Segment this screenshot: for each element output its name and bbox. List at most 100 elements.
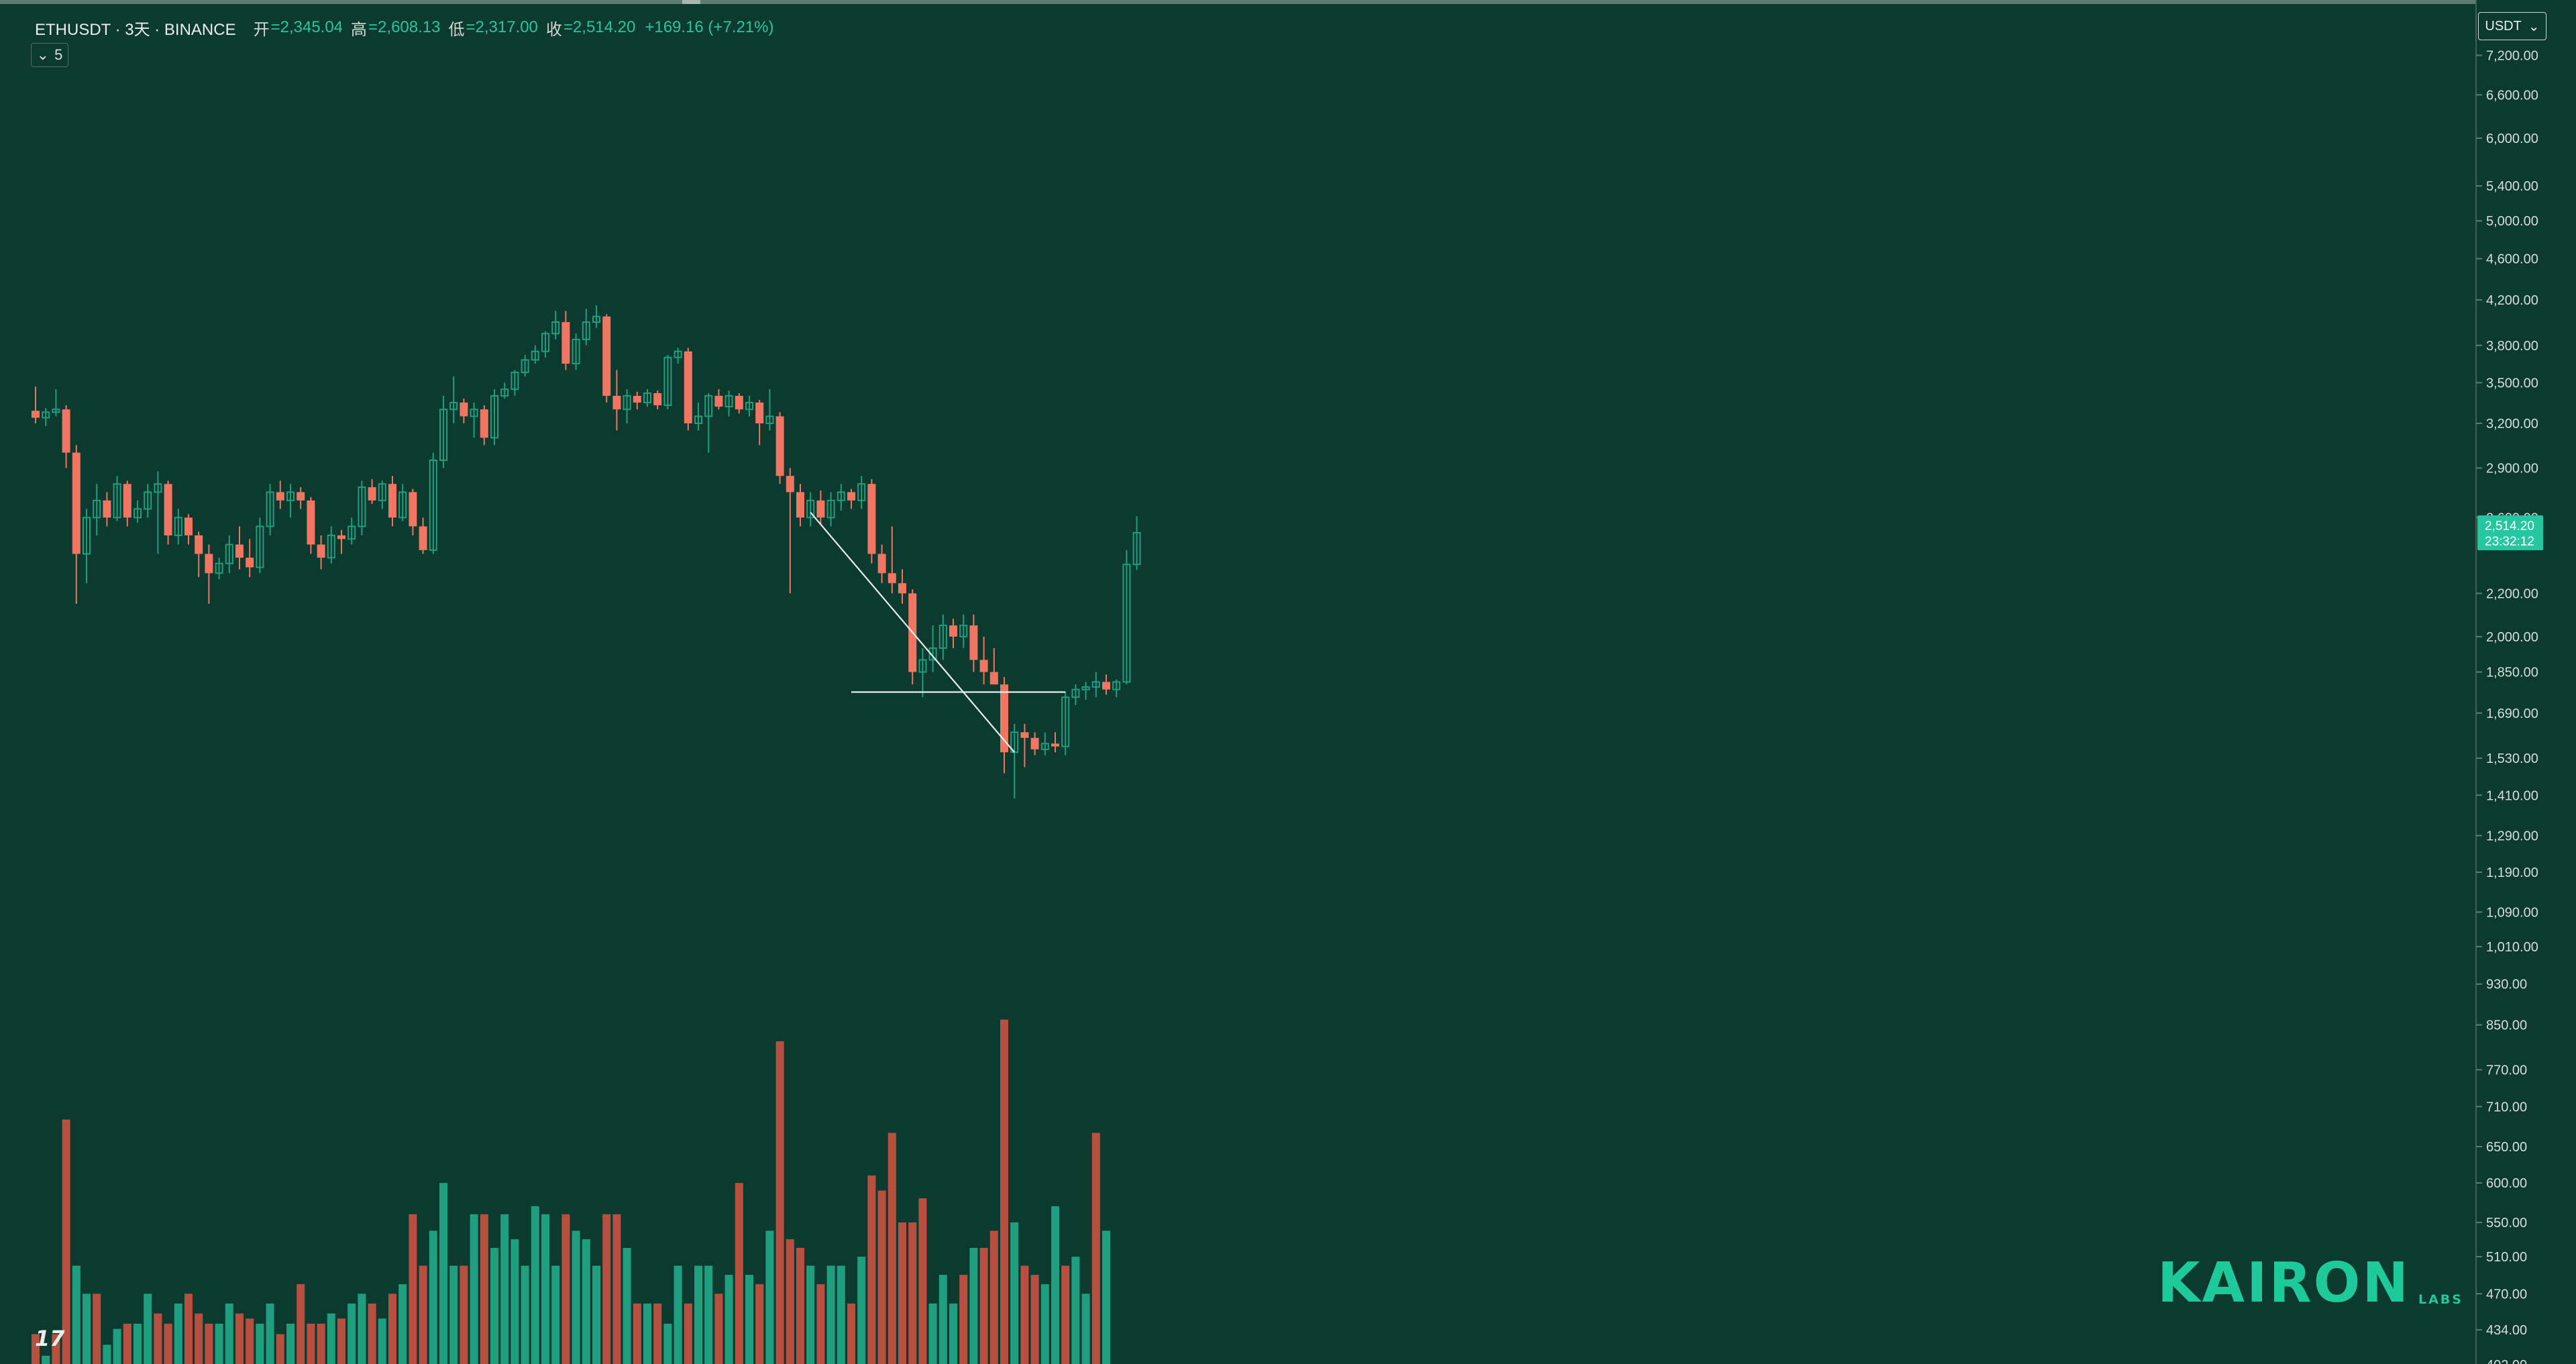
- volume-bar: [42, 1355, 50, 1364]
- candle-body: [1132, 532, 1141, 566]
- candle-body: [684, 351, 692, 423]
- volume-bar: [663, 1323, 672, 1364]
- volume-bar: [103, 1345, 111, 1364]
- tradingview-logo[interactable]: 17: [35, 1326, 65, 1351]
- candle-body: [714, 395, 723, 407]
- candle-body: [877, 554, 886, 574]
- volume-bar: [969, 1247, 978, 1364]
- candles: [32, 305, 1141, 799]
- volume-bar: [439, 1183, 447, 1364]
- candle-body: [786, 476, 794, 492]
- volume-bar: [867, 1175, 876, 1364]
- volume-bar: [1061, 1265, 1070, 1364]
- candle-body: [419, 526, 427, 550]
- candle-body: [347, 525, 356, 540]
- volume-bar: [643, 1303, 651, 1364]
- symbol-header: ETHUSDT · 3天 · BINANCE 开 =2,345.04 高 =2,…: [35, 16, 773, 39]
- price-tick-label: 1,290.00: [2486, 829, 2538, 843]
- candle-body: [551, 321, 560, 335]
- candle-body: [388, 484, 396, 518]
- candle-body: [133, 508, 142, 519]
- volume-bar: [1020, 1265, 1029, 1364]
- volume-bar: [358, 1294, 366, 1364]
- candle-body: [398, 491, 407, 519]
- price-tick-label: 1,850.00: [2486, 666, 2538, 680]
- countdown-label: 23:32:12: [2485, 535, 2534, 549]
- candle-body: [205, 554, 213, 574]
- candle-body: [93, 499, 101, 519]
- volume-bar: [266, 1303, 274, 1364]
- low-label: 低: [448, 20, 465, 39]
- volume-bar: [113, 1328, 121, 1364]
- price-tick-label: 1,410.00: [2486, 788, 2538, 803]
- candle-body: [674, 350, 682, 358]
- candle-body: [378, 483, 386, 501]
- price-tick-label: 6,600.00: [2486, 88, 2538, 103]
- price-tick-label: 6,000.00: [2486, 132, 2538, 146]
- candle-body: [755, 403, 764, 423]
- candle-body: [765, 415, 774, 424]
- candle-body: [826, 499, 835, 519]
- indicators-toggle-button[interactable]: ⌄ 5: [31, 43, 68, 67]
- candle-body: [612, 395, 621, 410]
- volume-bar: [347, 1303, 356, 1364]
- high-label: 高: [351, 20, 368, 39]
- volume-bar: [551, 1265, 560, 1364]
- volume-bar: [1091, 1133, 1100, 1364]
- price-tick-label: 850.00: [2486, 1018, 2527, 1033]
- candle-body: [480, 409, 488, 438]
- last-price-tag: [2477, 515, 2543, 551]
- candle-body: [796, 492, 804, 518]
- price-tick-label: 402.00: [2486, 1358, 2527, 1364]
- candle-body: [623, 395, 631, 411]
- volume-bar: [225, 1303, 233, 1364]
- volume-bar: [765, 1230, 774, 1364]
- price-axis-background: [2475, 0, 2576, 1364]
- volume-bar: [205, 1323, 213, 1364]
- candle-body: [52, 409, 60, 413]
- volume-bar: [419, 1265, 427, 1364]
- candle-body: [337, 535, 345, 539]
- kairon-logo: KAIRON LABS: [2157, 1256, 2463, 1311]
- volume-bar: [195, 1313, 203, 1364]
- candle-body: [857, 483, 866, 501]
- price-tick-label: 1,090.00: [2486, 905, 2538, 920]
- volume-bar: [133, 1323, 142, 1364]
- candle-body: [460, 403, 468, 417]
- volume-bar: [286, 1323, 294, 1364]
- volume-bar: [1040, 1284, 1049, 1364]
- candle-body: [724, 395, 733, 408]
- volume-bar: [388, 1294, 396, 1364]
- volume-bar: [561, 1214, 570, 1364]
- volume-bar: [307, 1323, 315, 1364]
- volume-bar: [1010, 1222, 1019, 1364]
- candle-body: [144, 491, 152, 510]
- candle-body: [898, 583, 906, 594]
- volume-bar: [174, 1303, 182, 1364]
- currency-selector[interactable]: USDT ⌄: [2478, 12, 2546, 40]
- volume-bar: [1081, 1294, 1090, 1364]
- candle-body: [225, 543, 233, 564]
- symbol-title[interactable]: ETHUSDT · 3天 · BINANCE: [35, 20, 236, 39]
- candle-body: [429, 460, 437, 551]
- volume-bar: [398, 1284, 407, 1364]
- candle-body: [1000, 684, 1008, 753]
- volume-bar: [724, 1275, 733, 1364]
- top-scroll-bar[interactable]: [0, 0, 2576, 4]
- price-tick-label: 470.00: [2486, 1287, 2527, 1302]
- volume-bar: [531, 1206, 539, 1364]
- candle-body: [582, 321, 590, 340]
- top-scroll-thumb[interactable]: [682, 0, 700, 4]
- volume-bar: [490, 1247, 498, 1364]
- price-tick-label: 1,690.00: [2486, 706, 2538, 721]
- chevron-down-icon: ⌄: [2528, 19, 2540, 34]
- volume-bar: [623, 1247, 631, 1364]
- chevron-down-icon: ⌄: [36, 46, 50, 63]
- price-tick-label: 7,200.00: [2486, 49, 2538, 64]
- volume-bar: [979, 1247, 988, 1364]
- candle-body: [72, 452, 80, 554]
- candle-body: [816, 500, 825, 518]
- price-tick-label: 4,600.00: [2486, 252, 2538, 267]
